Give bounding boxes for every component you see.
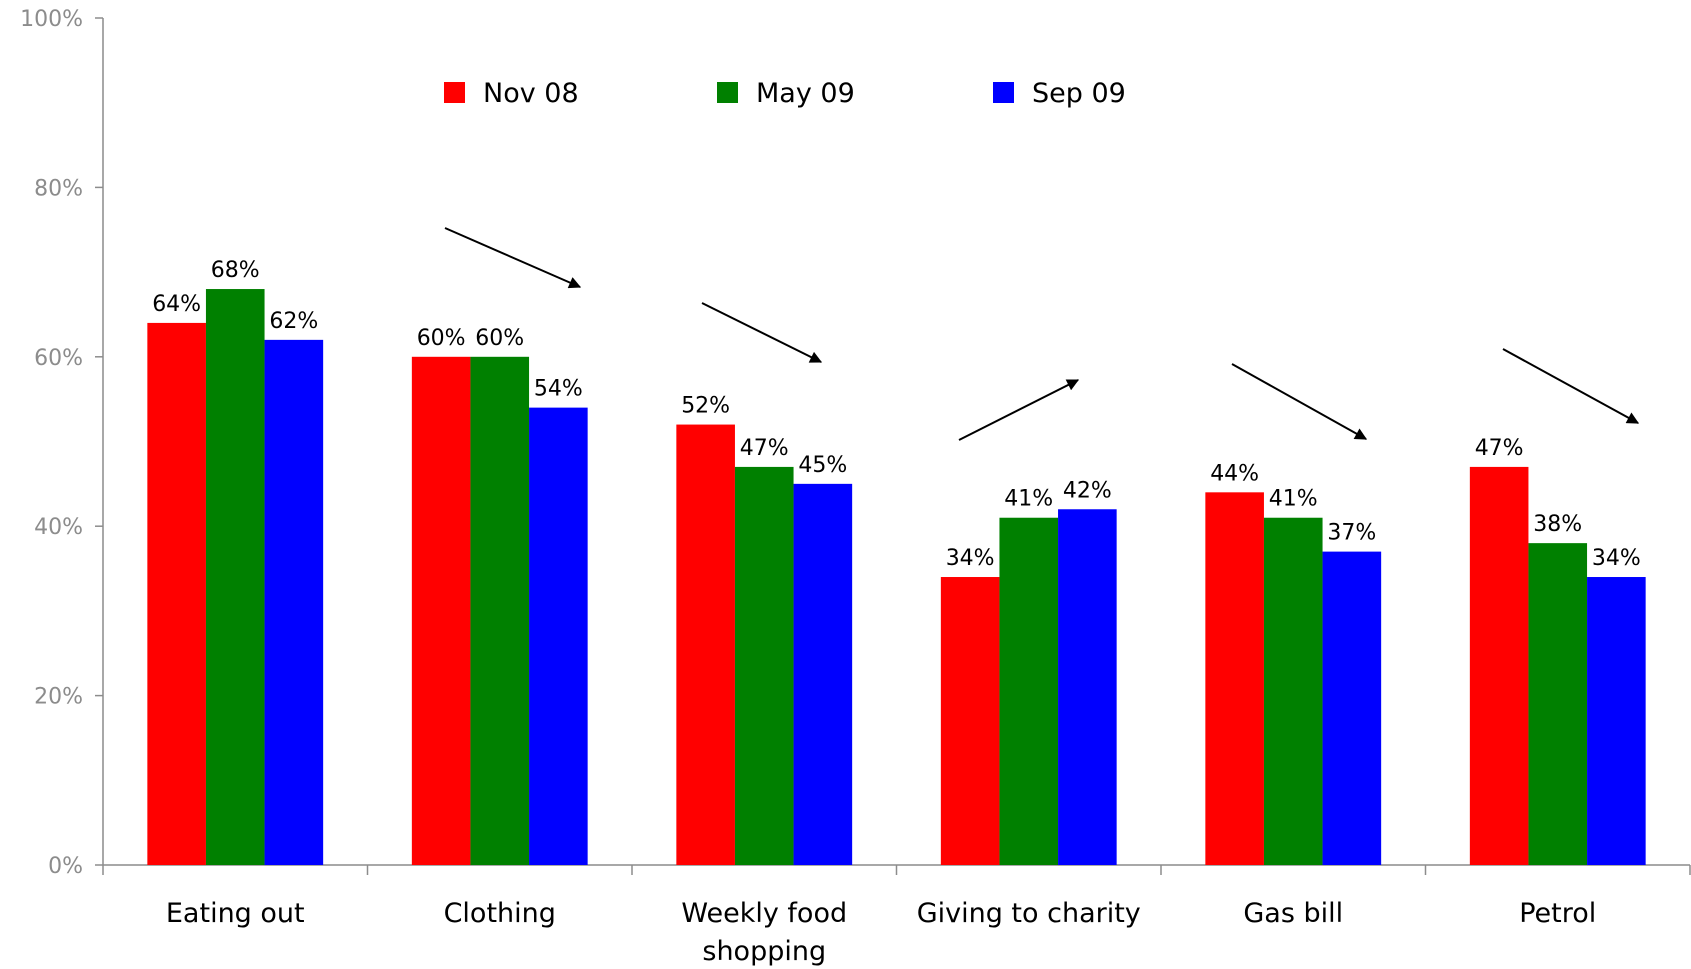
bar — [676, 424, 735, 865]
data-label: 42% — [1063, 478, 1112, 503]
data-label: 68% — [211, 258, 260, 283]
bar — [999, 517, 1059, 865]
x-axis-labels: Eating out Clothing Weekly food shopping Giv… — [166, 898, 1596, 967]
bar — [411, 356, 471, 865]
data-label: 45% — [798, 453, 847, 478]
axes: 0% 20% 40% 60% 80% 100% — [20, 7, 1691, 879]
trend-arrow — [1231, 363, 1368, 440]
bar — [1587, 577, 1646, 865]
trend-arrow — [444, 227, 582, 289]
trend-arrow — [701, 302, 823, 363]
data-label: 34% — [1592, 546, 1641, 571]
data-label: 44% — [1210, 461, 1259, 486]
data-label: 38% — [1533, 512, 1582, 537]
legend-label: Sep 09 — [1032, 78, 1126, 109]
bar — [147, 322, 206, 865]
bar — [1469, 466, 1529, 865]
x-tick-label: Weekly food shopping — [681, 898, 847, 967]
trend-arrows — [444, 227, 1640, 441]
trend-arrow — [1502, 348, 1640, 424]
data-label: 54% — [534, 377, 583, 402]
x-tick-label: Clothing — [444, 898, 556, 929]
y-tick-label: 100% — [20, 7, 83, 32]
legend-label: Nov 08 — [483, 78, 579, 109]
bar — [470, 356, 530, 865]
legend-label: May 09 — [756, 78, 855, 109]
trend-arrow — [958, 379, 1080, 441]
data-label: 47% — [1475, 436, 1524, 461]
bar — [734, 466, 794, 865]
bar — [1528, 543, 1588, 865]
y-tick-label: 40% — [34, 515, 83, 540]
legend-swatch — [444, 82, 465, 103]
data-label: 47% — [740, 436, 789, 461]
bar — [793, 483, 853, 865]
data-labels: 64% 68% 62% 60% 60% 54% 52% 47% 45% 34% 41% 42% 44% 4… — [152, 258, 1641, 571]
bar — [264, 339, 324, 865]
y-tick-label: 80% — [34, 176, 83, 201]
data-label: 60% — [475, 326, 524, 351]
bar — [1263, 517, 1323, 865]
data-label: 41% — [1269, 487, 1318, 512]
x-tick-label: Giving to charity — [917, 898, 1141, 929]
bar — [1205, 492, 1264, 865]
bar — [1058, 509, 1117, 865]
legend: Nov 08 May 09 Sep 09 — [444, 78, 1126, 109]
y-tick-label: 0% — [48, 854, 83, 879]
data-label: 37% — [1327, 521, 1376, 546]
data-label: 52% — [681, 394, 730, 419]
data-label: 34% — [946, 546, 995, 571]
y-tick-label: 60% — [34, 346, 83, 371]
legend-swatch — [993, 82, 1014, 103]
bar — [205, 289, 265, 865]
bar — [940, 577, 1000, 865]
bar — [529, 407, 588, 865]
legend-swatch — [717, 82, 738, 103]
data-label: 64% — [152, 292, 201, 317]
bars — [147, 289, 1646, 865]
legend-item: May 09 — [717, 78, 855, 109]
x-tick-label: Gas bill — [1243, 898, 1343, 929]
bar — [1322, 551, 1382, 865]
data-label: 62% — [269, 309, 318, 334]
data-label: 41% — [1004, 487, 1053, 512]
x-tick-label: Eating out — [166, 898, 305, 929]
x-tick-label: Petrol — [1519, 898, 1596, 929]
legend-item: Sep 09 — [993, 78, 1126, 109]
data-label: 60% — [417, 326, 466, 351]
y-tick-label: 20% — [34, 685, 83, 710]
legend-item: Nov 08 — [444, 78, 579, 109]
